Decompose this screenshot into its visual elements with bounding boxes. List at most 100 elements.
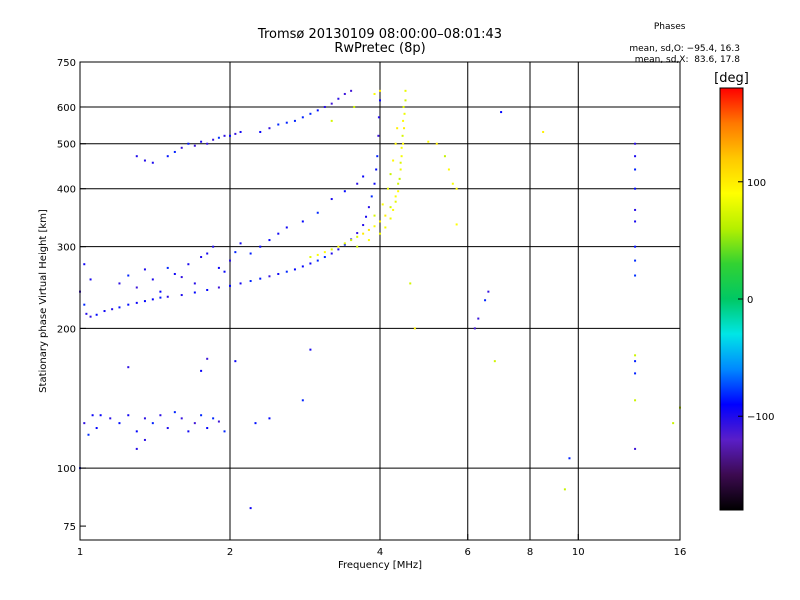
data-point-o <box>277 232 280 235</box>
y-axis-ticks: 75 100 200 300 400 500 600 750 <box>57 58 86 533</box>
data-point-x <box>443 155 446 158</box>
data-point-x <box>404 89 407 92</box>
data-point-x <box>493 360 496 363</box>
data-point-x <box>397 190 400 193</box>
data-point-o <box>634 208 637 211</box>
data-point-x <box>323 251 326 254</box>
data-point-o <box>634 360 637 363</box>
data-point-o <box>111 308 114 311</box>
data-point-o <box>159 296 162 299</box>
data-point-x <box>398 177 401 180</box>
data-point-x <box>316 253 319 256</box>
data-point-o <box>135 301 138 304</box>
data-point-o <box>118 306 121 309</box>
data-point-x <box>447 168 450 171</box>
data-point-x <box>389 217 392 220</box>
data-point-o <box>118 422 121 425</box>
data-point-o <box>180 276 183 279</box>
data-point-o <box>200 140 203 143</box>
y-tick-label: 750 <box>57 58 76 69</box>
data-point-o <box>187 430 190 433</box>
data-point-o <box>151 278 154 281</box>
data-point-o <box>89 315 92 318</box>
data-point-o <box>135 447 138 450</box>
data-point-o <box>376 155 379 158</box>
data-point-x <box>343 242 346 245</box>
data-point-o <box>206 252 209 255</box>
data-point-x <box>427 140 430 143</box>
data-point-x <box>389 173 392 176</box>
data-point-x <box>401 134 404 137</box>
data-point-o <box>343 243 346 246</box>
data-point-x <box>394 142 397 145</box>
data-point-o <box>180 146 183 149</box>
data-point-o <box>367 206 370 209</box>
data-point-o <box>143 300 146 303</box>
data-point-o <box>143 438 146 441</box>
data-point-o <box>362 175 365 178</box>
data-point-o <box>259 245 262 248</box>
data-point-x <box>404 99 407 102</box>
data-point-o <box>166 266 169 269</box>
data-point-o <box>239 282 242 285</box>
x-tick-label: 16 <box>674 547 687 558</box>
data-point-o <box>85 312 88 315</box>
data-point-x <box>356 245 359 248</box>
data-point-o <box>337 97 340 100</box>
data-point-x <box>409 282 412 285</box>
phase-stats-x: mean, sd,X: 83.6, 17.8 <box>634 55 740 65</box>
data-point-x <box>392 208 395 211</box>
data-point-o <box>99 414 102 417</box>
data-point-o <box>634 187 637 190</box>
y-tick-label: 200 <box>57 324 76 335</box>
data-point-x <box>399 161 402 164</box>
data-point-x <box>309 256 312 259</box>
data-point-o <box>249 252 252 255</box>
data-point-o <box>223 134 226 137</box>
data-point-o <box>365 215 368 218</box>
x-tick-label: 10 <box>572 547 585 558</box>
grid-lines <box>79 62 681 540</box>
data-point-o <box>634 155 637 158</box>
data-point-x <box>373 92 376 95</box>
colorbar-label: [deg] <box>714 71 749 86</box>
data-point-o <box>377 134 380 137</box>
data-point-o <box>568 457 571 460</box>
data-point-o <box>634 372 637 375</box>
data-point-o <box>323 105 326 108</box>
x-tick-label: 4 <box>377 547 383 558</box>
data-point-x <box>402 105 405 108</box>
data-point-o <box>350 89 353 92</box>
data-point-o <box>159 414 162 417</box>
data-point-o <box>370 195 373 198</box>
data-point-o <box>212 245 215 248</box>
data-point-x <box>330 248 333 251</box>
x-tick-label: 6 <box>465 547 471 558</box>
data-point-o <box>118 282 121 285</box>
data-point-o <box>127 414 130 417</box>
data-point-o <box>473 327 476 330</box>
x-tick-label: 1 <box>77 547 83 558</box>
data-point-o <box>206 357 209 360</box>
data-point-o <box>634 142 637 145</box>
data-point-o <box>293 268 296 271</box>
data-point-o <box>268 417 271 420</box>
data-point-o <box>229 134 231 137</box>
data-point-o <box>330 102 333 105</box>
data-point-o <box>217 286 220 289</box>
data-point-x <box>384 226 387 229</box>
data-point-o <box>193 282 196 285</box>
data-point-o <box>259 277 262 280</box>
data-point-x <box>455 223 458 226</box>
data-point-x <box>386 187 389 190</box>
data-point-o <box>277 272 280 275</box>
data-point-x <box>399 168 402 171</box>
data-point-o <box>200 256 203 259</box>
data-point-x <box>563 488 566 491</box>
data-point-x <box>403 112 406 115</box>
data-point-o <box>330 252 333 255</box>
phase-stats-heading: Phases <box>653 22 686 32</box>
data-point-o <box>187 142 190 145</box>
chart-title-line2: RwPretec (8p) <box>334 41 426 56</box>
